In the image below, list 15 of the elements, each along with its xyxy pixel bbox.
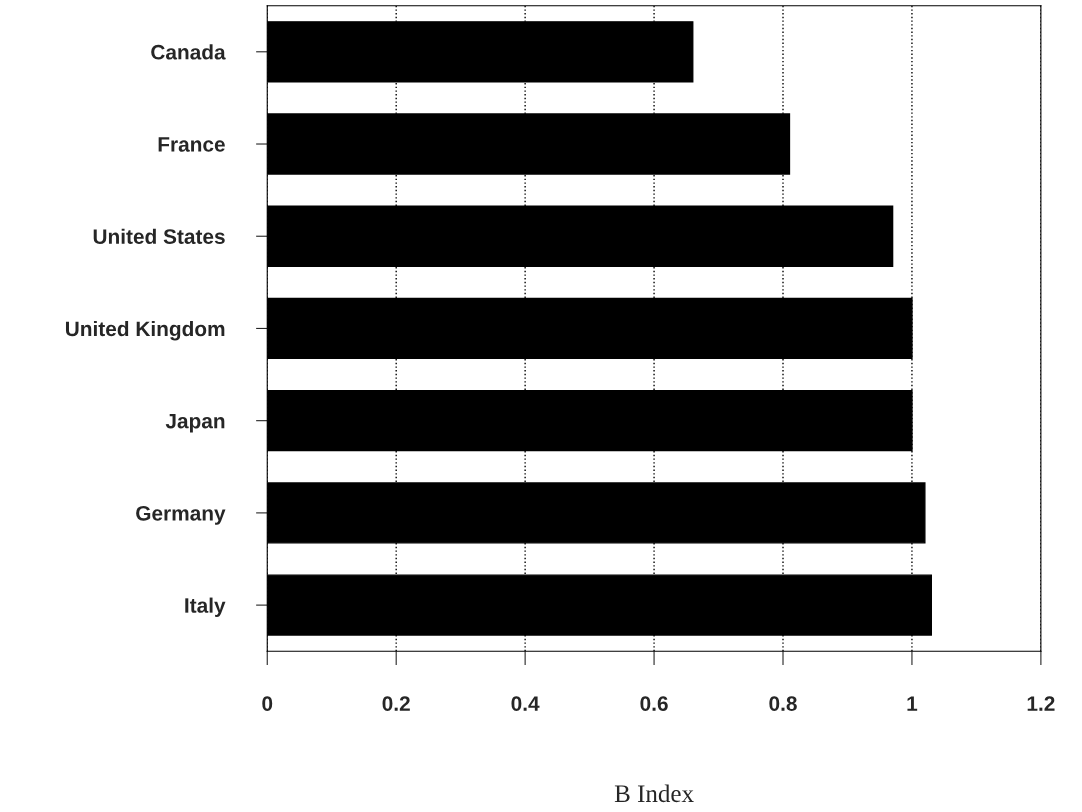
x-tick-label: 1.2 bbox=[1027, 696, 1055, 711]
x-tick-label: 1 bbox=[907, 696, 918, 711]
y-tick-label: Italy bbox=[185, 597, 226, 617]
y-tick-label: United States bbox=[93, 228, 225, 244]
y-tick-label: Germany bbox=[136, 505, 226, 525]
x-tick-label: 0.4 bbox=[511, 696, 540, 711]
x-tick-label: 0.6 bbox=[640, 696, 668, 711]
x-tick-label: 0.2 bbox=[382, 696, 410, 711]
x-tick-label: 0 bbox=[262, 696, 273, 711]
y-tick-label: France bbox=[158, 137, 225, 152]
y-tick-label: United Kingdom bbox=[65, 320, 225, 341]
x-axis-title: B Index bbox=[614, 784, 694, 803]
y-tick-label: Japan bbox=[165, 413, 225, 433]
y-tick-label: Canada bbox=[151, 44, 226, 60]
x-tick-label: 0.8 bbox=[769, 696, 797, 711]
